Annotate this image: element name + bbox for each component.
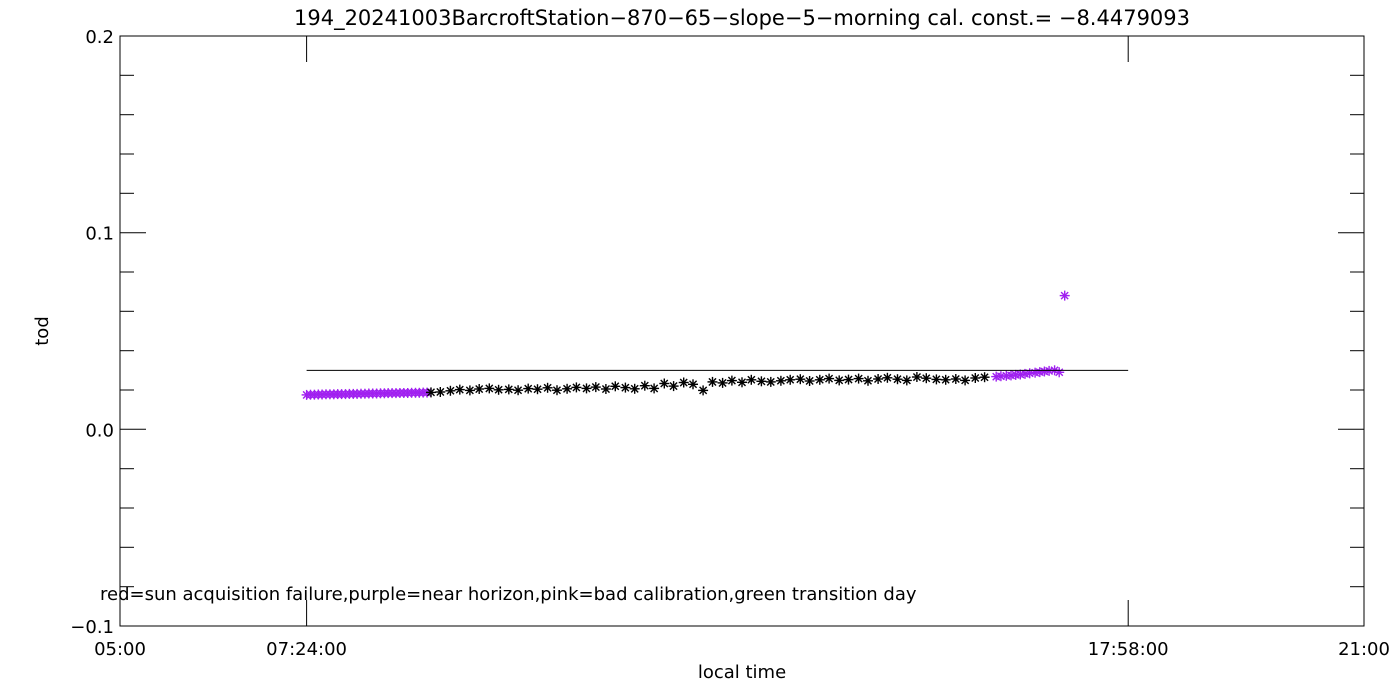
data-point — [620, 382, 631, 393]
data-point — [814, 374, 825, 385]
data-point — [668, 381, 679, 392]
data-point — [979, 372, 990, 383]
x-tick-label: 07:24:00 — [266, 639, 347, 660]
x-tick-label: 21:00 — [1338, 639, 1390, 660]
data-point — [610, 381, 621, 392]
plot-frame — [119, 35, 1365, 627]
data-point — [765, 376, 776, 387]
data-point — [901, 375, 912, 386]
data-point — [639, 380, 650, 391]
data-point — [863, 375, 873, 386]
data-point — [474, 384, 485, 394]
data-point — [707, 376, 718, 387]
data-point — [698, 385, 709, 396]
data-markers — [301, 290, 1070, 400]
data-point — [454, 384, 465, 395]
data-point — [503, 384, 514, 395]
data-point — [756, 376, 767, 387]
data-point — [688, 379, 698, 390]
data-point — [795, 374, 806, 385]
data-point — [649, 383, 660, 394]
data-point — [853, 373, 864, 384]
data-point — [513, 385, 524, 396]
data-point — [484, 383, 495, 394]
data-point — [542, 382, 553, 393]
data-point — [746, 374, 757, 385]
data-point — [629, 383, 640, 394]
chart-title: 194_20241003BarcroftStation−870−65−slope… — [294, 6, 1190, 31]
data-point — [552, 385, 562, 396]
data-point — [445, 385, 456, 396]
data-point — [435, 387, 446, 397]
y-tick-label: 0.0 — [85, 420, 114, 441]
y-tick-label: −0.1 — [70, 617, 114, 638]
data-point — [1059, 290, 1070, 301]
y-axis-ticks: 0.2 0.1 0.0 −0.1 — [70, 27, 1364, 638]
data-point — [824, 373, 835, 384]
data-point — [960, 375, 971, 386]
data-point — [737, 377, 747, 388]
data-point — [970, 373, 981, 383]
data-point — [1054, 367, 1065, 378]
data-point — [882, 372, 893, 383]
data-point — [804, 376, 815, 386]
data-point — [717, 377, 728, 388]
data-point — [911, 372, 922, 382]
x-tick-label: 05:00 — [94, 639, 146, 660]
data-point — [785, 374, 796, 385]
data-point — [581, 383, 592, 394]
data-point — [950, 374, 961, 384]
data-point — [1044, 365, 1055, 376]
x-axis-ticks: 05:00 07:24:00 17:58:00 21:00 — [94, 36, 1390, 660]
data-point — [931, 374, 942, 385]
data-point — [940, 374, 951, 385]
data-point — [571, 382, 582, 393]
data-point — [590, 382, 601, 393]
data-point — [493, 384, 504, 395]
data-point — [834, 375, 845, 386]
data-point — [921, 373, 932, 384]
y-axis-label: tod — [32, 316, 53, 346]
data-point — [892, 374, 903, 385]
data-point — [678, 377, 689, 388]
data-point — [532, 384, 543, 395]
legend-annotation: red=sun acquisition failure,purple=near … — [100, 584, 917, 605]
y-tick-label: 0.2 — [85, 27, 114, 48]
data-point — [775, 375, 786, 386]
data-point — [562, 383, 573, 394]
x-axis-label: local time — [698, 662, 786, 683]
y-tick-label: 0.1 — [85, 224, 114, 245]
x-tick-label: 17:58:00 — [1088, 639, 1169, 660]
data-point — [843, 374, 854, 385]
data-point — [523, 383, 534, 394]
data-point — [726, 375, 737, 386]
data-point — [426, 387, 436, 398]
data-point — [464, 385, 475, 396]
data-point — [873, 374, 884, 384]
data-point — [600, 384, 611, 394]
data-point — [659, 378, 670, 389]
